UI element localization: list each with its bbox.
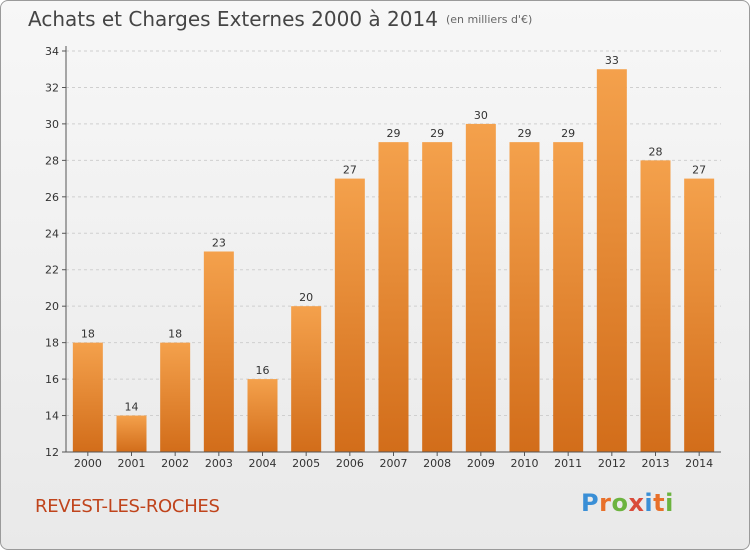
bar-2007 (378, 142, 409, 453)
value-label: 27 (343, 164, 357, 177)
bar-2010 (509, 142, 540, 453)
value-label: 16 (256, 364, 270, 377)
y-tick-label: 16 (45, 373, 59, 386)
y-tick-label: 24 (45, 227, 59, 240)
chart-title-text: Achats et Charges Externes 2000 à 2014 (28, 7, 438, 31)
y-tick-label: 28 (45, 154, 59, 167)
y-tick-label: 18 (45, 337, 59, 350)
bar-2004 (247, 379, 278, 452)
x-tick-label: 2010 (511, 457, 539, 470)
logo-letter: x (628, 489, 645, 517)
value-label: 29 (430, 127, 444, 140)
bar-2012 (596, 69, 627, 453)
value-label: 29 (387, 127, 401, 140)
bar-2014 (684, 178, 715, 452)
logo-letter: i (665, 489, 674, 517)
bar-2005 (291, 306, 322, 452)
bar-2000 (72, 342, 103, 452)
logo-letter: t (653, 489, 666, 517)
x-tick-label: 2014 (685, 457, 713, 470)
x-tick-label: 2006 (336, 457, 364, 470)
x-tick-label: 2000 (74, 457, 102, 470)
place-name: REVEST-LES-ROCHES (35, 496, 220, 517)
y-tick-label: 34 (45, 45, 59, 58)
x-tick-label: 2012 (598, 457, 626, 470)
y-tick-label: 14 (45, 410, 59, 423)
chart-subtitle: (en milliers d'€) (445, 13, 533, 26)
x-tick-label: 2009 (467, 457, 495, 470)
x-tick-label: 2007 (380, 457, 408, 470)
bar-2001 (116, 415, 147, 452)
bars (72, 69, 715, 453)
bar-2006 (334, 178, 365, 452)
axes (62, 46, 721, 456)
x-tick-label: 2013 (642, 457, 670, 470)
logo-letter: r (599, 489, 612, 517)
logo-letter: i (644, 489, 654, 517)
proxiti-logo: Proxiti (581, 489, 674, 517)
y-tick-label: 20 (45, 300, 59, 313)
value-label: 29 (518, 127, 532, 140)
value-label: 18 (168, 328, 182, 341)
y-tick-label: 12 (45, 446, 59, 459)
value-label: 20 (299, 291, 313, 304)
x-tick-label: 2003 (205, 457, 233, 470)
logo-letter: o (611, 489, 629, 517)
x-tick-label: 2004 (249, 457, 277, 470)
bar-2013 (640, 160, 671, 452)
x-tick-label: 2002 (161, 457, 189, 470)
labels: 12 14 16 18 20 22 24 26 28 30 32 34 18 2000 14 2001 18 20… (45, 45, 713, 470)
bar-2003 (203, 251, 234, 452)
value-label: 27 (692, 164, 706, 177)
x-tick-label: 2005 (292, 457, 320, 470)
value-label: 33 (605, 54, 619, 67)
y-tick-label: 30 (45, 118, 59, 131)
logo-letter: P (581, 489, 600, 517)
value-label: 14 (125, 401, 139, 414)
y-tick-label: 32 (45, 81, 59, 94)
bar-2008 (422, 142, 453, 453)
x-tick-label: 2001 (118, 457, 146, 470)
y-tick-label: 22 (45, 264, 59, 277)
x-tick-label: 2008 (423, 457, 451, 470)
x-tick-label: 2011 (554, 457, 582, 470)
value-label: 28 (649, 145, 663, 158)
y-tick-label: 26 (45, 191, 59, 204)
bar-2009 (465, 123, 496, 452)
value-label: 18 (81, 328, 95, 341)
bar-2011 (553, 142, 584, 453)
value-label: 29 (561, 127, 575, 140)
value-label: 30 (474, 109, 488, 122)
bar-2002 (160, 342, 191, 452)
chart-title: Achats et Charges Externes 2000 à 2014 (e… (28, 7, 532, 31)
value-label: 23 (212, 237, 226, 250)
